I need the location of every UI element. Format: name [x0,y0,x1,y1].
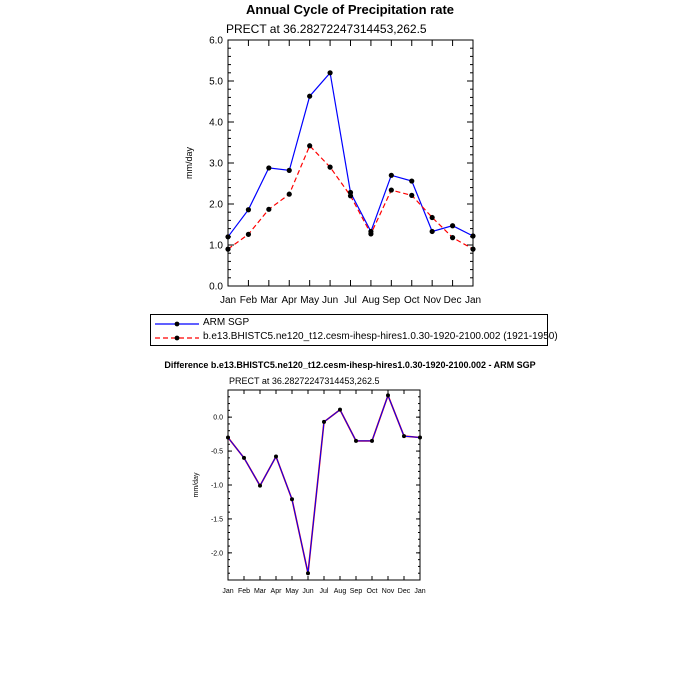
top-x-tick-label: Jul [344,295,357,306]
bottom-series-0-point [370,438,374,443]
top-series-1-point [470,246,476,252]
top-series-0-point [449,223,456,229]
top-series-1-point [368,231,374,237]
top-series-1-point [307,143,313,149]
bottom-y-tick-label: -0.5 [211,449,223,456]
top-chart-subtitle: PRECT at 36.28272247314453,262.5 [226,22,427,36]
top-x-tick-label: Nov [423,295,441,306]
legend-line-obs-icon [155,321,199,327]
top-x-tick-label: Jan [220,295,236,306]
bottom-series-0-point [338,407,342,412]
legend-label-model: b.e13.BHISTC5.ne120_t12.cesm-ihesp-hires… [203,331,558,342]
bottom-x-tick-label: Feb [238,588,250,595]
top-plot-frame [227,39,474,287]
top-series-0-point [470,233,476,239]
bottom-y-tick-label: -2.0 [211,550,223,557]
bottom-x-tick-label: Sep [350,588,363,595]
top-series-1-point [327,164,333,170]
top-series-1-point [449,235,456,241]
top-x-tick-label: Aug [362,295,380,306]
bottom-y-tick-label: -1.5 [211,516,223,523]
bottom-series-0-point [290,497,294,502]
top-x-tick-label: Feb [240,295,258,306]
top-series-1-point [266,206,272,212]
top-y-tick-label: 1.0 [209,241,223,252]
top-series-0-point [429,228,435,235]
bottom-x-tick-label: Nov [382,588,395,595]
top-y-tick-label: 4.0 [209,118,223,129]
top-series-1-point [286,191,292,197]
bottom-series-0-point [386,393,390,398]
legend-label-obs: ARM SGP [203,317,250,328]
top-series-1-point [388,187,394,193]
bottom-series-0-point [418,435,422,440]
top-x-tick-label: Apr [281,295,297,306]
bottom-x-tick-label: Dec [398,588,411,595]
top-x-tick-label: Oct [404,295,420,306]
top-y-tick-label: 3.0 [209,159,223,170]
bottom-y-axis-label: mm/day [193,472,200,497]
top-series-1-point [245,231,252,237]
top-series-0-point [286,167,292,173]
top-series-1-point [429,214,435,221]
top-series-1-point [347,193,354,199]
bottom-x-tick-label: Jul [320,588,329,595]
bottom-series-0-point [354,438,358,443]
top-chart-title: Annual Cycle of Precipitation rate [245,2,455,17]
legend-item-model: b.e13.BHISTC5.ne120_t12.cesm-ihesp-hires… [151,331,558,345]
bottom-x-tick-label: Apr [271,588,283,595]
bottom-series-0-point [322,419,326,424]
bottom-series-0-point [242,455,246,460]
top-series-0-point [266,165,272,171]
bottom-series-0-point [306,571,310,576]
bottom-x-tick-label: Jan [414,588,425,595]
bottom-series-0-point [226,435,230,440]
top-x-tick-label: Dec [444,295,462,306]
bottom-x-tick-label: Jan [222,588,233,595]
top-y-tick-label: 6.0 [209,36,223,47]
top-y-tick-label: 0.0 [209,282,223,293]
bottom-x-tick-label: Aug [334,588,347,595]
bottom-chart-subtitle: PRECT at 36.28272247314453,262.5 [229,376,380,386]
top-series-0-line [227,71,474,238]
top-series-0-point [409,178,415,184]
top-series-1-point [409,192,415,198]
bottom-chart-title: Difference b.e13.BHISTC5.ne120_t12.cesm-… [164,360,536,370]
top-x-tick-label: Mar [260,295,278,306]
legend-line-model-icon [155,335,199,341]
top-series-0-point [327,70,333,76]
bottom-series-0-point [258,483,262,488]
bottom-x-tick-label: Mar [254,588,267,595]
bottom-plot-frame [227,389,421,581]
top-series-0-point [307,93,313,99]
top-y-axis-label: mm/day [184,147,194,180]
top-series-1-point [225,246,231,252]
top-x-tick-label: Sep [382,295,400,306]
bottom-x-tick-label: May [285,588,299,595]
legend: ARM SGP b.e13.BHISTC5.ne120_t12.cesm-ihe… [150,314,558,346]
bottom-x-tick-label: Jun [302,588,313,595]
top-y-tick-label: 2.0 [209,200,223,211]
top-x-tick-label: Jun [322,295,338,306]
bottom-y-tick-label: 0.0 [213,415,223,422]
top-series-0-point [388,172,394,178]
top-series-0-point [245,207,252,213]
top-series-0-point [225,234,231,240]
bottom-x-tick-label: Oct [367,588,378,595]
bottom-y-tick-label: -1.0 [211,482,223,489]
top-y-tick-label: 5.0 [209,77,223,88]
legend-item-obs: ARM SGP [151,317,547,331]
bottom-series-0-point [402,434,406,439]
bottom-series-0-point [274,454,278,459]
top-x-tick-label: May [300,295,319,306]
top-x-tick-label: Jan [465,295,481,306]
